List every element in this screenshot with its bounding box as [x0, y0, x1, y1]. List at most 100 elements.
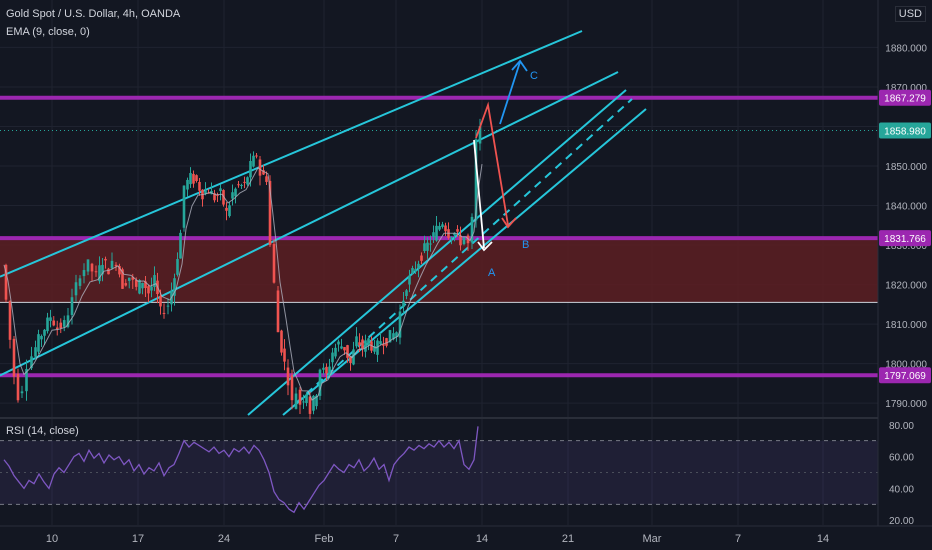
ema-legend: EMA (9, close, 0)	[6, 26, 90, 38]
candle-body	[398, 311, 402, 338]
rsi-tick-label: 80.00	[889, 421, 914, 432]
channel-midline	[295, 98, 633, 404]
currency-selector[interactable]: USD	[894, 6, 926, 22]
candle-body	[388, 330, 392, 343]
candle-body	[150, 286, 153, 291]
supply-zone	[0, 238, 878, 303]
candle-body	[315, 395, 318, 407]
candle-body	[395, 332, 398, 337]
candle-body	[268, 180, 272, 245]
candle-body	[312, 395, 315, 411]
candle-body	[98, 265, 101, 282]
candle-body	[118, 266, 121, 275]
forecast-arrows: A B C	[473, 59, 538, 279]
candle-body	[70, 297, 74, 315]
price-badge	[879, 89, 931, 106]
candle-body	[328, 366, 331, 376]
candle-body	[86, 259, 90, 272]
candle-body	[361, 339, 364, 349]
candle-body	[286, 367, 290, 386]
channel-line	[0, 71, 619, 377]
candle-body	[379, 341, 382, 345]
candle-body	[62, 320, 66, 327]
candle-body	[162, 312, 166, 314]
candle-body	[59, 322, 63, 329]
candle-body	[43, 329, 46, 336]
rsi-tick-label: 40.00	[889, 484, 914, 495]
ema-polyline	[3, 164, 483, 401]
candle-body	[417, 263, 420, 269]
candle-body	[280, 330, 283, 353]
candle-body	[444, 225, 447, 232]
candle-body	[46, 317, 49, 332]
candle-body	[192, 173, 195, 184]
candle-body	[16, 373, 20, 401]
blue-arrow-head	[511, 59, 528, 72]
candle-body	[429, 243, 432, 245]
candle-body	[358, 342, 361, 346]
rsi-pane	[0, 426, 878, 514]
price-badge-label: 1797.069	[884, 371, 926, 382]
ema-line	[3, 164, 483, 401]
candle-body	[104, 258, 107, 261]
candle-body	[90, 263, 94, 272]
candle-body	[78, 278, 82, 286]
candle-body	[325, 366, 328, 374]
channel-line	[0, 30, 583, 278]
x-tick-label: 7	[393, 533, 399, 545]
candle-body	[302, 401, 305, 403]
candle-body	[258, 159, 262, 176]
x-tick-label: Mar	[643, 533, 662, 545]
candle-body	[225, 207, 228, 211]
candle-body	[411, 268, 414, 274]
price-badge	[879, 122, 931, 139]
zone-rect	[0, 238, 878, 303]
candle-body	[198, 181, 201, 191]
candle-body	[450, 237, 453, 239]
candle-body	[414, 269, 417, 271]
y-tick-label: 1850.000	[885, 162, 927, 173]
candle-body	[343, 347, 346, 351]
x-tick-label: 21	[562, 533, 574, 545]
candle-body	[189, 173, 192, 185]
candle-body	[127, 277, 131, 281]
price-badge-label: 1831.766	[884, 234, 926, 245]
candle-body	[138, 280, 141, 294]
candle-body	[222, 190, 225, 205]
candle-body	[110, 260, 114, 269]
candle-body	[322, 367, 325, 370]
candle-body	[405, 290, 408, 296]
candle-body	[367, 338, 370, 346]
blue-arrow-line	[499, 61, 521, 125]
candle-body	[243, 181, 246, 183]
price-badge-label: 1858.980	[884, 127, 926, 138]
candle-body	[179, 232, 182, 259]
x-tick-label: 14	[476, 533, 488, 545]
channel-lines	[0, 30, 647, 416]
y-tick-label: 1800.000	[885, 360, 927, 371]
candle-body	[382, 344, 385, 346]
channel-line	[247, 89, 627, 416]
red-arrow-line	[475, 101, 509, 226]
x-tick-label: 10	[46, 533, 58, 545]
candle-body	[246, 177, 249, 185]
price-badge-label: 1867.279	[884, 94, 926, 105]
candle-body	[435, 225, 438, 241]
candle-body	[153, 275, 156, 288]
candle-body	[141, 282, 144, 289]
candle-body	[121, 269, 124, 289]
x-tick-label: 17	[132, 533, 144, 545]
candle-body	[166, 305, 170, 307]
time-axis-bg	[0, 526, 932, 550]
candle-body	[420, 255, 423, 261]
y-tick-label: 1820.000	[885, 281, 927, 292]
candle-body	[37, 334, 40, 352]
candle-body	[52, 320, 56, 326]
candle-body	[305, 394, 308, 403]
candle-body	[159, 295, 162, 307]
candle-body	[182, 185, 186, 228]
candle-body	[346, 345, 349, 358]
candle-body	[352, 349, 355, 365]
candle-body	[283, 348, 286, 362]
